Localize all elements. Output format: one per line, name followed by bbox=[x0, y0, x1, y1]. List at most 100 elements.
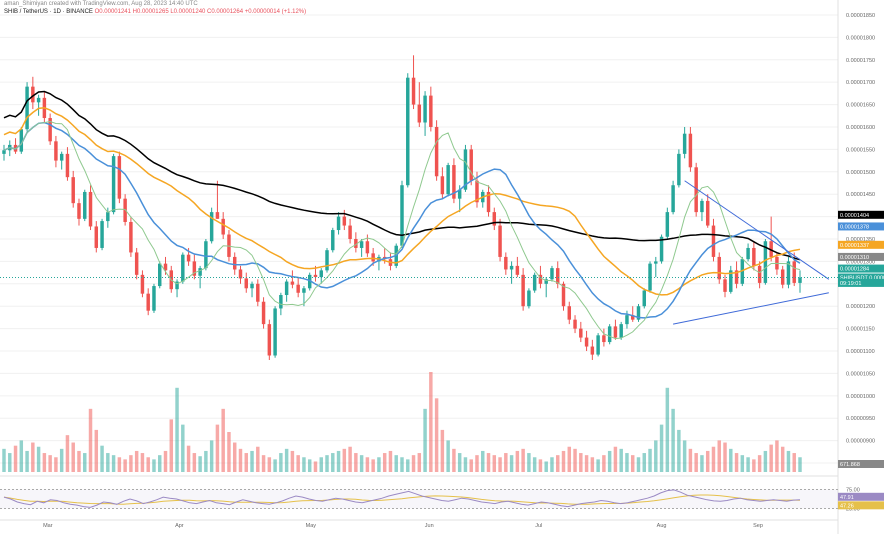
volume-bar bbox=[94, 429, 99, 472]
volume-bar bbox=[648, 448, 652, 472]
candle-body bbox=[256, 283, 260, 302]
candle-body bbox=[348, 225, 352, 239]
candle-body bbox=[302, 288, 306, 293]
candle-body bbox=[579, 328, 583, 338]
volume-bar bbox=[469, 459, 473, 472]
volume-bar bbox=[630, 455, 635, 472]
candle-body bbox=[406, 77, 410, 186]
volume-bar bbox=[371, 459, 375, 472]
price-tag bbox=[838, 240, 884, 249]
candle-body bbox=[313, 274, 318, 278]
candle-body bbox=[740, 259, 745, 284]
volume-bar bbox=[169, 419, 174, 472]
rsi-line bbox=[3, 489, 801, 508]
pair-title: SHIB / TetherUS · 1D · BINANCE bbox=[4, 9, 93, 15]
candle-body bbox=[129, 221, 133, 253]
ma-50-line bbox=[3, 121, 801, 319]
volume-bar bbox=[342, 448, 347, 472]
candle-body bbox=[671, 185, 675, 213]
volume-bar bbox=[688, 448, 693, 472]
candle-body bbox=[504, 256, 508, 270]
y-tick-label: 0.00001550 bbox=[846, 147, 875, 153]
ma-100-line bbox=[3, 107, 801, 296]
x-tick-label: Jun bbox=[425, 523, 434, 529]
candle-body bbox=[296, 284, 300, 293]
candle-body bbox=[221, 218, 225, 235]
volume-bar bbox=[31, 442, 35, 472]
candle-body bbox=[469, 149, 473, 181]
candle-body bbox=[65, 153, 70, 178]
rsi-value-tag bbox=[838, 501, 884, 510]
candle-body bbox=[232, 256, 237, 270]
y-tick-label: 0.00000950 bbox=[846, 416, 875, 422]
price-tag-label: 0.00001284 bbox=[840, 267, 869, 273]
volume-bar bbox=[636, 457, 641, 472]
volume-bar bbox=[682, 440, 687, 472]
candle-body bbox=[734, 270, 739, 284]
volume-bar bbox=[780, 446, 785, 472]
y-tick-label: 0.00001600 bbox=[846, 125, 875, 131]
price-tag-label: SHIBUSDT 0.00001264 bbox=[840, 276, 884, 282]
volume-bar bbox=[509, 455, 514, 472]
rsi-level-label: 25.00 bbox=[846, 507, 860, 513]
volume-bar bbox=[215, 424, 220, 472]
price-tag bbox=[838, 273, 884, 282]
candle-body bbox=[359, 241, 364, 248]
y-tick-label: 0.00001050 bbox=[846, 371, 875, 377]
candle-body bbox=[625, 315, 629, 325]
volume-bar bbox=[567, 446, 572, 472]
volume-bar bbox=[181, 424, 185, 472]
volume-bar bbox=[434, 398, 439, 472]
candle-body bbox=[365, 241, 370, 254]
candle-body bbox=[654, 261, 658, 264]
candle-body bbox=[238, 269, 243, 279]
candle-body bbox=[677, 153, 681, 186]
candle-body bbox=[792, 261, 796, 283]
volume-bar bbox=[59, 448, 64, 472]
candle-body bbox=[440, 176, 445, 195]
volume-bar bbox=[65, 435, 70, 472]
x-tick-label: Mar bbox=[43, 523, 53, 529]
price-tag bbox=[838, 278, 884, 287]
volume-bar bbox=[579, 453, 583, 472]
volume-bar bbox=[573, 448, 577, 472]
candle-body bbox=[527, 290, 531, 307]
volume-bar bbox=[654, 440, 658, 472]
y-tick-label: 0.00000900 bbox=[846, 439, 875, 445]
candle-body bbox=[175, 281, 179, 290]
y-tick-label: 0.00001650 bbox=[846, 103, 875, 109]
x-tick-label: Sep bbox=[753, 523, 763, 529]
volume-bar bbox=[313, 461, 318, 472]
candle-body bbox=[613, 326, 618, 338]
candle-body bbox=[636, 306, 641, 320]
volume-bar bbox=[354, 453, 358, 472]
volume-bar bbox=[400, 457, 404, 472]
y-tick-label: 0.00001350 bbox=[846, 237, 875, 243]
candle-body bbox=[682, 133, 687, 154]
volume-bar bbox=[163, 450, 168, 472]
volume-bar bbox=[123, 459, 127, 472]
candle-body bbox=[48, 118, 52, 142]
candle-body bbox=[163, 263, 168, 271]
volume-bar bbox=[42, 453, 47, 472]
volume-bar bbox=[705, 450, 710, 472]
candle-body bbox=[371, 253, 375, 262]
candle-body bbox=[723, 279, 727, 292]
volume-bar bbox=[584, 455, 589, 472]
volume-bar bbox=[498, 457, 502, 472]
candle-body bbox=[729, 270, 733, 292]
x-tick-label: May bbox=[306, 523, 317, 529]
candle-body bbox=[411, 77, 416, 105]
volume-bar bbox=[54, 457, 58, 472]
candle-body bbox=[567, 306, 572, 320]
volume-bar bbox=[48, 455, 52, 472]
volume-bar bbox=[336, 450, 341, 472]
candle-body bbox=[700, 200, 704, 213]
volume-bar bbox=[331, 453, 335, 472]
candle-body bbox=[573, 319, 577, 329]
candle-body bbox=[786, 261, 791, 285]
x-tick-label: Jul bbox=[535, 523, 542, 529]
volume-bar bbox=[538, 459, 543, 472]
volume-bar bbox=[729, 448, 733, 472]
